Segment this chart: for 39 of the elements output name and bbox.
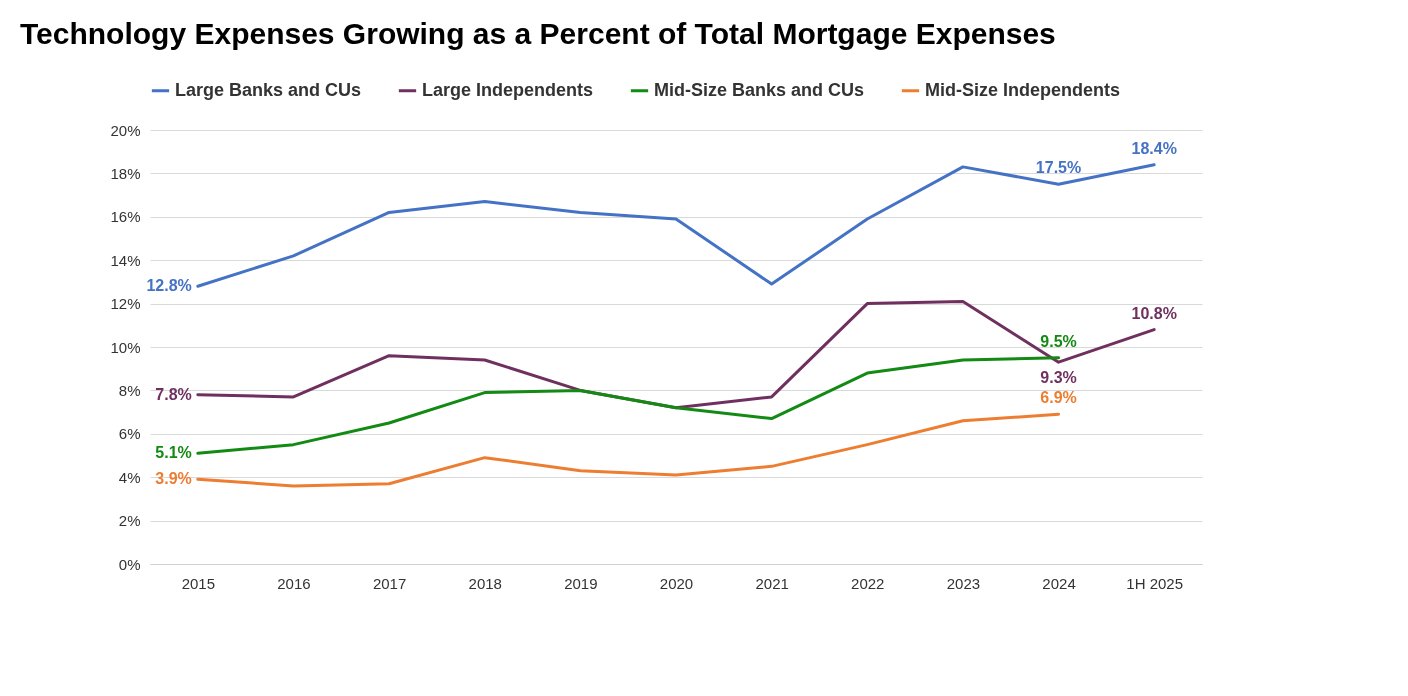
data-label: 17.5% [1035, 159, 1082, 177]
line-series [196, 412, 1061, 488]
data-label: 9.5% [1040, 332, 1077, 350]
y-tick-label: 10% [110, 338, 141, 356]
y-tick-label: 2% [118, 512, 141, 530]
y-tick-label: 0% [118, 555, 141, 573]
x-tick-label: 2015 [181, 574, 216, 592]
data-label: 6.9% [1040, 389, 1077, 407]
legend-label: Large Banks and CUs [175, 79, 362, 100]
y-tick-label: 6% [118, 425, 141, 443]
y-tick-label: 12% [110, 295, 141, 313]
x-tick-label: 2021 [755, 574, 789, 592]
x-tick-label: 2024 [1042, 574, 1076, 592]
data-label: 9.3% [1040, 369, 1077, 387]
y-tick-label: 8% [118, 381, 141, 399]
y-tick-label: 14% [110, 251, 141, 269]
x-tick-label: 2017 [372, 574, 407, 592]
x-tick-label: 2019 [564, 574, 598, 592]
data-label: 3.9% [155, 470, 192, 488]
data-label: 18.4% [1131, 139, 1177, 157]
y-tick-label: 4% [118, 468, 141, 486]
y-tick-label: 20% [110, 121, 141, 139]
x-tick-label: 2022 [851, 574, 885, 592]
line-series [196, 163, 1156, 288]
legend-label: Mid-Size Independents [925, 79, 1121, 100]
x-tick-label: 2020 [659, 574, 694, 592]
data-label: 12.8% [146, 277, 192, 295]
y-tick-label: 18% [110, 164, 141, 182]
legend-label: Mid-Size Banks and CUs [654, 79, 865, 100]
data-label: 5.1% [155, 444, 192, 462]
chart-title: Technology Expenses Growing as a Percent of Total Mortgage Expenses [20, 17, 1056, 50]
data-label: 7.8% [155, 385, 192, 403]
data-label: 10.8% [1131, 304, 1177, 322]
x-tick-label: 1H 2025 [1126, 574, 1184, 592]
y-tick-label: 16% [110, 208, 141, 226]
legend-label: Large Independents [422, 79, 594, 100]
x-tick-label: 2016 [277, 574, 311, 592]
x-tick-label: 2018 [468, 574, 502, 592]
x-tick-label: 2023 [946, 574, 981, 592]
